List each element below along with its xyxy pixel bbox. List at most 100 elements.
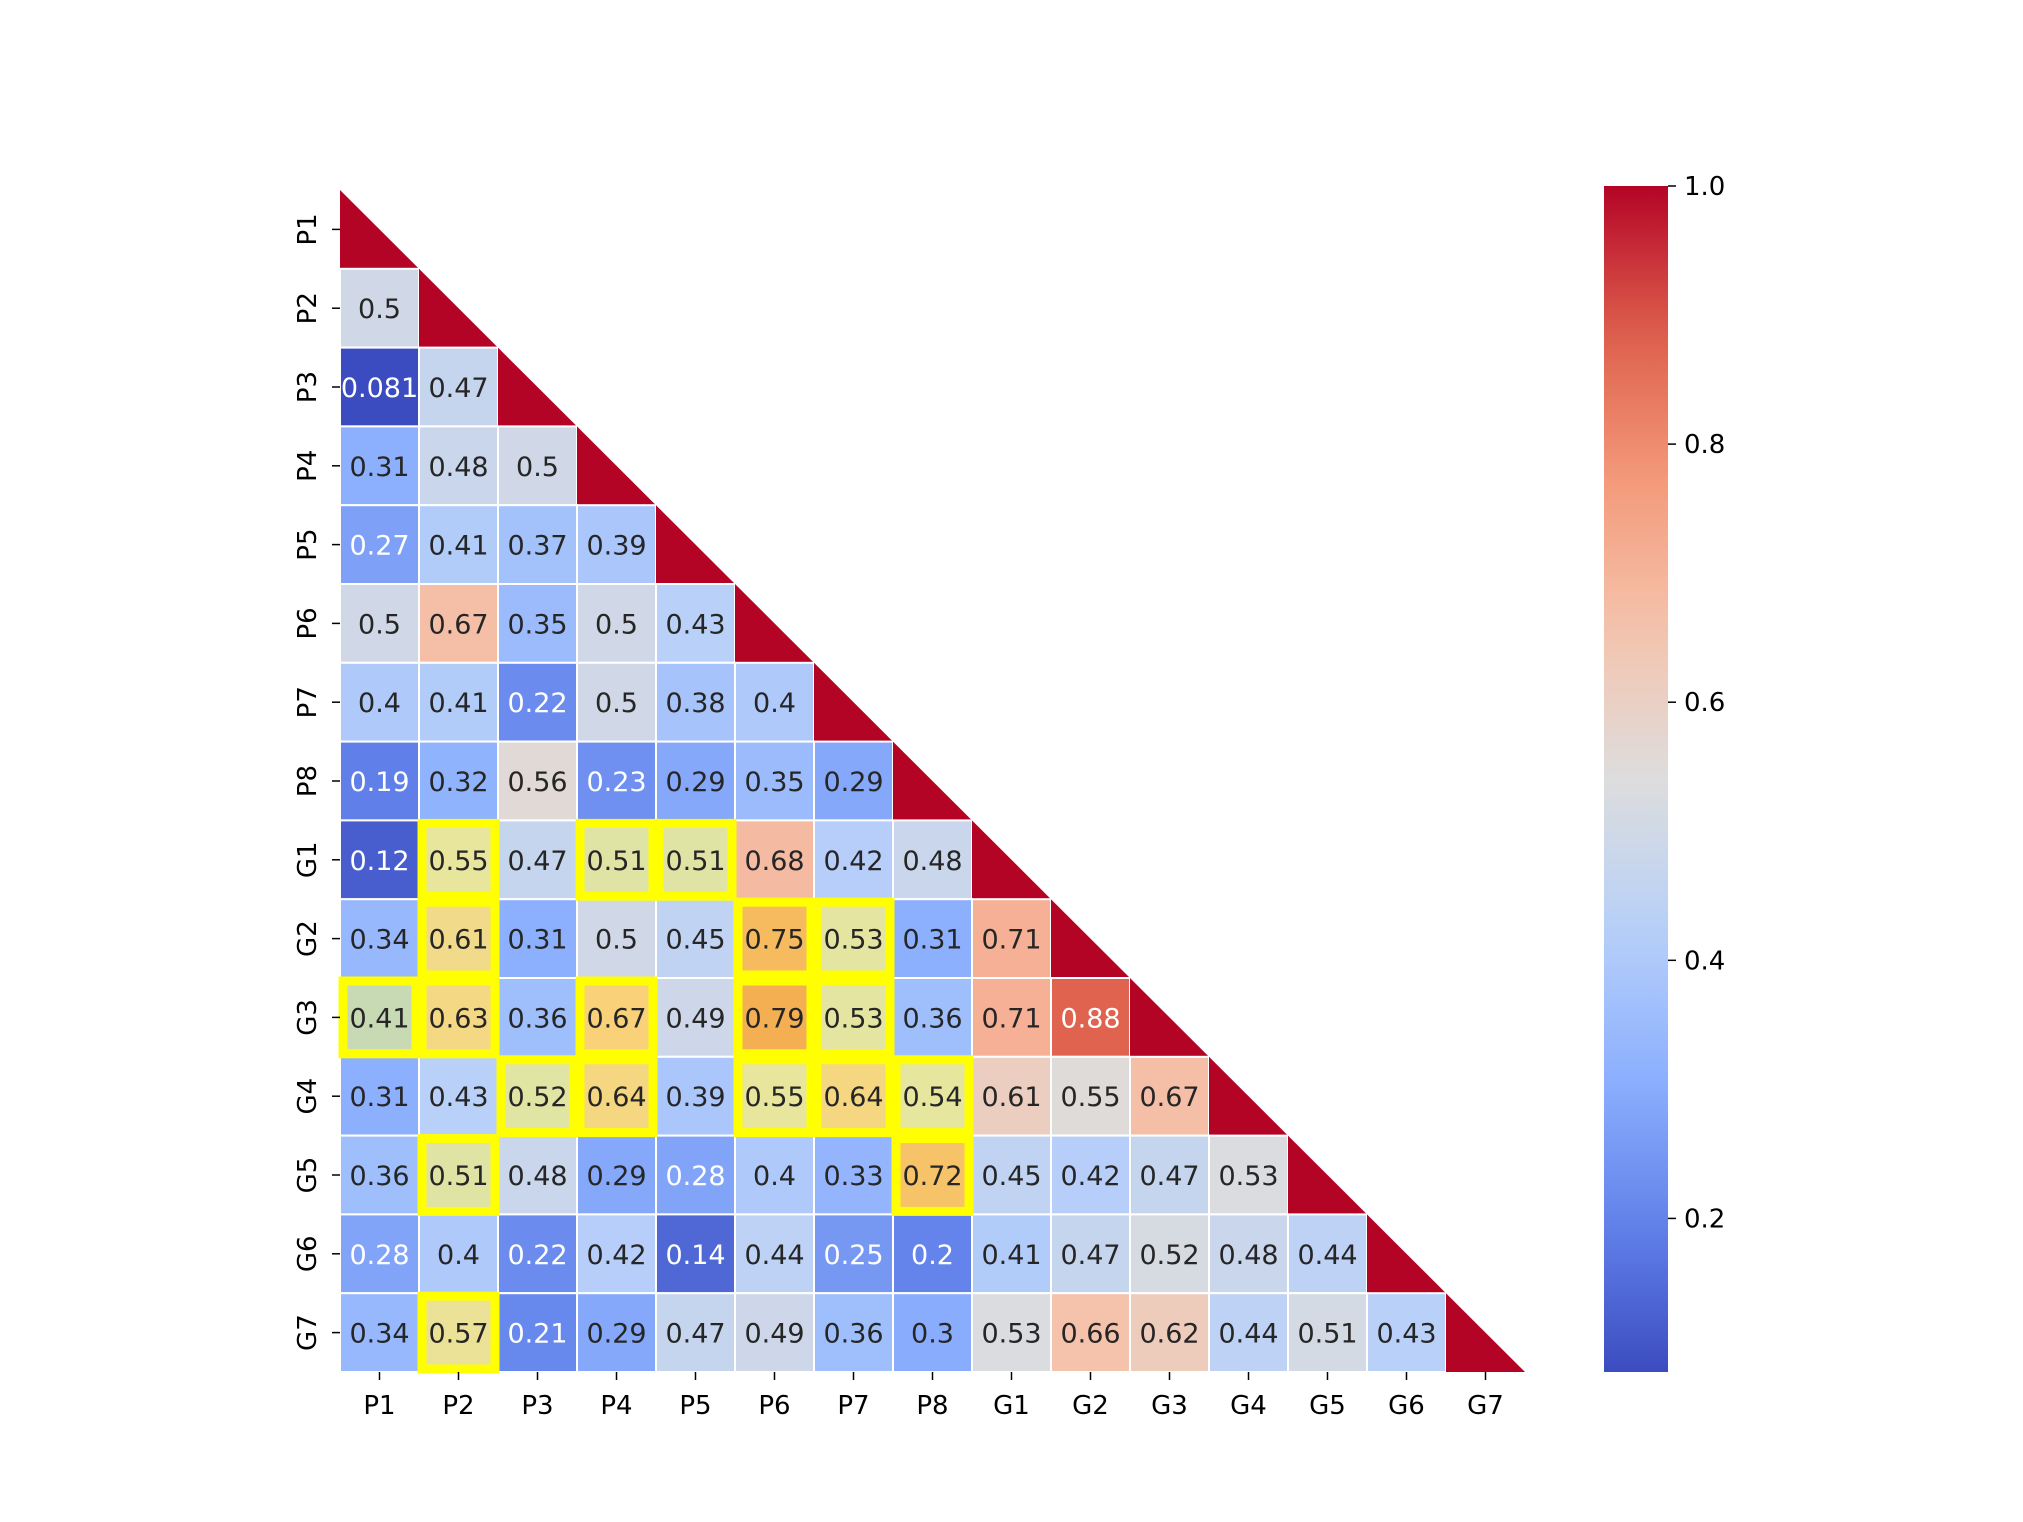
heatmap-cell-G6-P7 — [813, 1213, 894, 1295]
cell-value-labels: 0.5 0.081 0.47 0.31 0.48 0.5 0.27 0.41 0.37 0.39 0… — [341, 294, 1437, 1349]
heatmap-cell-G7-G6 — [1366, 1292, 1447, 1373]
cell-value-label: 0.68 — [744, 846, 804, 877]
heatmap-cell-P4-P3 — [497, 425, 578, 507]
cell-value-label: 0.53 — [981, 1319, 1041, 1350]
highlight-box — [654, 818, 737, 901]
cell-value-label: 0.55 — [1060, 1082, 1120, 1113]
cell-value-label: 0.2 — [911, 1240, 954, 1271]
cell-value-label: 0.49 — [744, 1319, 804, 1350]
y-tick-label: P2 — [293, 292, 323, 324]
cell-value-label: 0.5 — [358, 294, 401, 325]
diagonal-cell-P4 — [577, 426, 656, 506]
heatmap-cell-G6-G4 — [1208, 1213, 1289, 1295]
highlight-tint — [893, 1135, 972, 1215]
x-tick-label: P2 — [442, 1391, 474, 1421]
heatmap-cell-G7-P4 — [576, 1292, 657, 1373]
heatmap-cell-G3-P1 — [339, 977, 420, 1058]
heatmap-cell-P5-P3 — [497, 504, 578, 586]
cell-value-label: 0.61 — [981, 1082, 1041, 1113]
diagonal-cell-P8 — [893, 741, 972, 821]
cell-value-label: 0.51 — [428, 1161, 488, 1192]
heatmap-cell-P5-P4 — [576, 504, 657, 586]
x-tick-label: G3 — [1151, 1391, 1188, 1421]
highlight-tint — [814, 899, 893, 978]
cell-value-label: 0.47 — [428, 373, 488, 404]
cell-value-label: 0.29 — [586, 1161, 646, 1192]
y-tick-label: P3 — [293, 371, 323, 403]
cell-value-label: 0.3 — [911, 1319, 954, 1350]
heatmap-cell-G7-G5 — [1287, 1292, 1368, 1373]
cell-value-label: 0.4 — [753, 1161, 796, 1192]
y-tick-label: P6 — [293, 607, 323, 639]
highlight-tint — [419, 899, 498, 978]
highlight-box — [496, 1055, 579, 1138]
cell-value-label: 0.66 — [1060, 1319, 1120, 1350]
cell-value-label: 0.71 — [981, 925, 1041, 956]
heatmap-cell-P8-P4 — [576, 740, 657, 822]
x-tick-label: G7 — [1467, 1391, 1504, 1421]
cell-value-label: 0.48 — [902, 846, 962, 877]
cell-value-label: 0.5 — [358, 609, 401, 640]
diagonal-cell-P5 — [656, 505, 735, 584]
cell-value-label: 0.54 — [902, 1082, 962, 1113]
cell-value-label: 0.39 — [586, 531, 646, 562]
cell-value-label: 0.72 — [902, 1161, 962, 1192]
cell-value-label: 0.29 — [823, 767, 883, 798]
cell-value-label: 0.31 — [902, 925, 962, 956]
highlight-tint — [498, 1056, 577, 1136]
heatmap-cell-G7-P3 — [497, 1292, 578, 1373]
x-tick-label: P4 — [600, 1391, 632, 1421]
cell-value-label: 0.5 — [516, 452, 559, 483]
cell-value-label: 0.35 — [507, 609, 567, 640]
cell-value-label: 0.42 — [586, 1240, 646, 1271]
cell-value-label: 0.34 — [349, 925, 409, 956]
y-tick-label: G1 — [293, 841, 323, 878]
diagonal-cell-G5 — [1288, 1135, 1367, 1215]
highlight-box — [338, 976, 421, 1059]
highlight-tint — [419, 1293, 498, 1372]
highlight-box — [891, 1055, 974, 1138]
cell-value-label: 0.23 — [586, 767, 646, 798]
heatmap-cell-G7-P8 — [892, 1292, 973, 1373]
heatmap-cell-G7-G3 — [1129, 1292, 1210, 1373]
cell-value-label: 0.79 — [744, 1003, 804, 1034]
highlight-tint — [656, 820, 735, 900]
heatmap-cell-G7-P6 — [734, 1292, 815, 1373]
cell-value-label: 0.43 — [428, 1082, 488, 1113]
cell-value-label: 0.21 — [507, 1319, 567, 1350]
diagonal-cell-G2 — [1051, 899, 1130, 978]
highlight-tint — [419, 978, 498, 1057]
cell-value-label: 0.49 — [665, 1003, 725, 1034]
cell-value-label: 0.64 — [586, 1082, 646, 1113]
heatmap-cell-G3-G1 — [971, 977, 1052, 1058]
colorbar-gradient — [1604, 186, 1668, 1372]
x-tick-label: G6 — [1388, 1391, 1425, 1421]
heatmap-cell-G2-P8 — [892, 898, 973, 980]
y-axis: P1 P2 P3 P4 P5 P6 P7 P8 G1 G2 G3 G4 G5 G6 G7 — [293, 213, 340, 1351]
cell-value-label: 0.4 — [358, 688, 401, 719]
colorbar-tick-label: 0.2 — [1684, 1204, 1725, 1234]
highlight-tint — [340, 978, 419, 1057]
cell-value-label: 0.31 — [349, 452, 409, 483]
heatmap-cell-G3-P6 — [734, 977, 815, 1058]
cell-value-label: 0.14 — [665, 1240, 725, 1271]
y-tick-label: G6 — [293, 1235, 323, 1272]
cell-value-label: 0.28 — [349, 1240, 409, 1271]
diagonal-cell-G7 — [1446, 1293, 1525, 1372]
heatmap-cell-G5-P1 — [339, 1134, 420, 1216]
cell-value-label: 0.48 — [428, 452, 488, 483]
heatmap-cell-P6-P2 — [418, 583, 499, 664]
heatmap-cell-G7-P5 — [655, 1292, 736, 1373]
cell-value-label: 0.45 — [665, 925, 725, 956]
cell-value-label: 0.31 — [349, 1082, 409, 1113]
heatmap-cell-P7-P4 — [576, 661, 657, 743]
cell-value-label: 0.47 — [1060, 1240, 1120, 1271]
y-tick-label: P8 — [293, 765, 323, 797]
highlight-box — [812, 897, 895, 980]
y-tick-label: P4 — [293, 450, 323, 482]
cell-value-label: 0.61 — [428, 925, 488, 956]
highlight-box — [812, 1055, 895, 1138]
highlight-box — [575, 818, 658, 901]
cell-value-label: 0.52 — [1139, 1240, 1199, 1271]
